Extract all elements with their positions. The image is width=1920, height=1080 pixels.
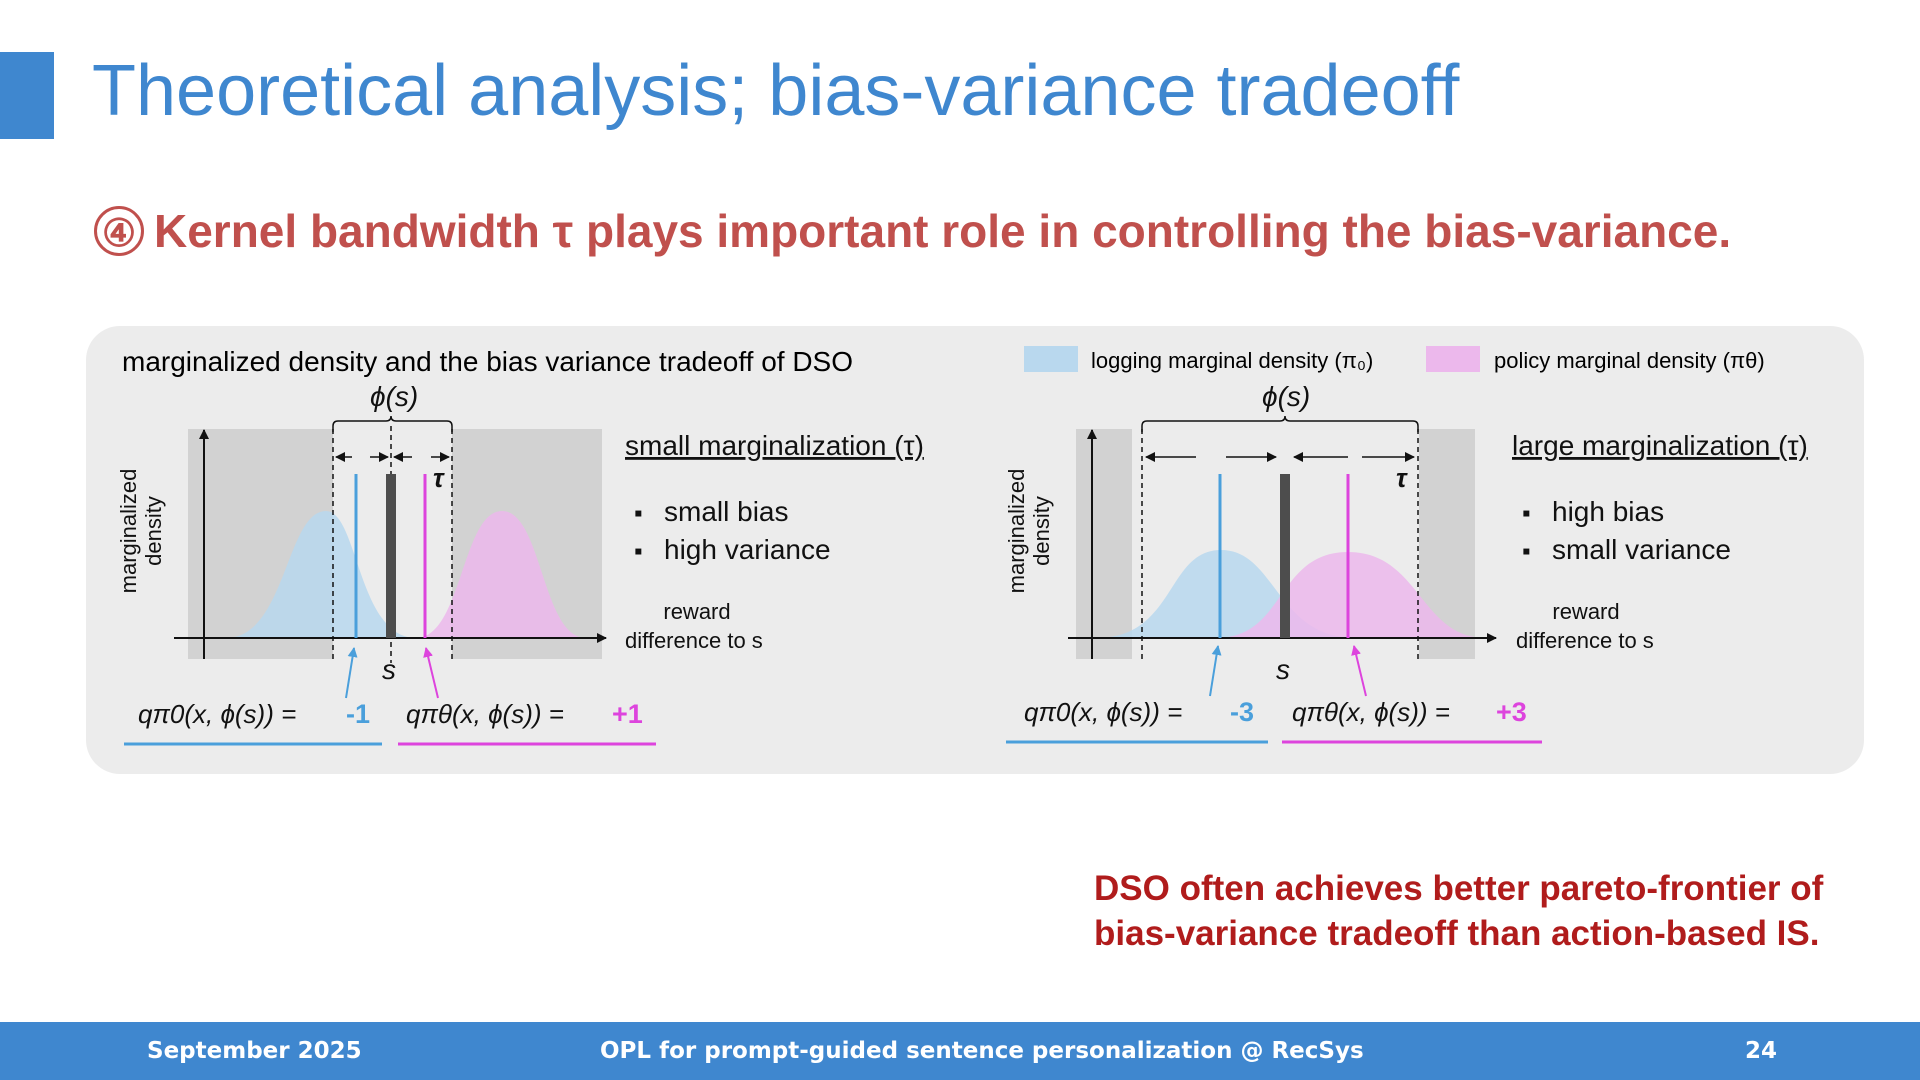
footer-presentation-title: OPL for prompt-guided sentence personali… [600, 1038, 1364, 1064]
left-bullet-marker-1: ▪ [634, 500, 643, 527]
left-logging-pointer [345, 647, 358, 699]
left-qtheta-expression: qπθ(x, ϕ(s)) = [406, 699, 564, 729]
slide-title: Theoretical analysis; bias-variance trad… [92, 51, 1460, 131]
right-qtheta-value: +3 [1496, 697, 1527, 727]
bias-variance-figure: marginalized density and the bias varian… [116, 346, 1808, 746]
right-s-label: s [1276, 654, 1290, 685]
left-logging-density [226, 511, 416, 638]
legend-policy-swatch [1426, 346, 1480, 372]
right-bullet-1: high bias [1552, 496, 1664, 527]
right-x-label-line1: reward [1552, 599, 1619, 624]
left-s-label: s [382, 654, 396, 685]
left-bullet-marker-2: ▪ [634, 538, 643, 565]
right-s-center-bar [1280, 474, 1290, 638]
slide-footer: September 2025 OPL for prompt-guided sen… [0, 1022, 1920, 1080]
left-y-label-line1: marginalized [116, 469, 141, 594]
right-y-label-line2: density [1029, 496, 1054, 566]
circled-number: ④ [94, 205, 144, 256]
title-accent-bar [0, 52, 54, 139]
legend-policy-label: policy marginal density (πθ) [1494, 348, 1765, 373]
conclusion-text: DSO often achieves better pareto-frontie… [1094, 866, 1823, 956]
right-policy-pointer [1351, 645, 1367, 697]
footer-date: September 2025 [147, 1038, 362, 1064]
right-phi-brace [1141, 415, 1419, 432]
left-q0-value: -1 [346, 699, 370, 729]
left-y-label-line2: density [141, 496, 166, 566]
right-q0-value: -3 [1230, 697, 1254, 727]
right-shaded-region-left [1076, 429, 1132, 659]
right-x-label-line2: difference to s [1516, 628, 1654, 653]
left-tau-label: τ [433, 463, 445, 493]
slide-subtitle: ④ Kernel bandwidth τ plays important role… [94, 200, 1731, 258]
right-qtheta-expression: qπθ(x, ϕ(s)) = [1292, 697, 1450, 727]
subtitle-text: Kernel bandwidth τ plays important role … [154, 204, 1732, 257]
right-phi-label: ϕ(s) [1262, 381, 1310, 412]
left-panel-title: small marginalization (τ) [625, 430, 924, 461]
right-plot: ϕ(s) τ s marginalized density reward dif… [1004, 381, 1808, 744]
legend-logging-swatch [1024, 346, 1078, 372]
left-phi-label: ϕ(s) [370, 381, 418, 412]
left-plot: ϕ(s) τ s marginalized density reward dif… [116, 381, 924, 746]
legend-logging-label: logging marginal density (π₀) [1091, 348, 1373, 373]
figure-heading: marginalized density and the bias varian… [122, 346, 853, 377]
left-bullet-2: high variance [664, 534, 831, 565]
right-tau-label: τ [1396, 463, 1408, 493]
footer-page-number: 24 [1745, 1038, 1778, 1064]
conclusion-line-2: bias-variance tradeoff than action-based… [1094, 914, 1820, 953]
right-panel-title: large marginalization (τ) [1512, 430, 1808, 461]
right-logging-pointer [1209, 645, 1222, 697]
figure-panel [86, 326, 1864, 774]
right-bullet-marker-2: ▪ [1522, 538, 1531, 565]
left-qtheta-value: +1 [612, 699, 643, 729]
left-x-label-line1: reward [663, 599, 730, 624]
left-s-center-bar [386, 474, 396, 638]
right-bullet-2: small variance [1552, 534, 1731, 565]
left-policy-density [416, 511, 586, 638]
conclusion-line-1: DSO often achieves better pareto-frontie… [1094, 869, 1824, 908]
right-y-label-line1: marginalized [1004, 469, 1029, 594]
left-q0-expression: qπ0(x, ϕ(s)) = [138, 699, 296, 729]
left-bullet-1: small bias [664, 496, 788, 527]
right-q0-expression: qπ0(x, ϕ(s)) = [1024, 697, 1182, 727]
left-phi-brace [332, 415, 453, 432]
right-bullet-marker-1: ▪ [1522, 500, 1531, 527]
left-policy-pointer [423, 647, 439, 699]
left-x-label-line2: difference to s [625, 628, 763, 653]
